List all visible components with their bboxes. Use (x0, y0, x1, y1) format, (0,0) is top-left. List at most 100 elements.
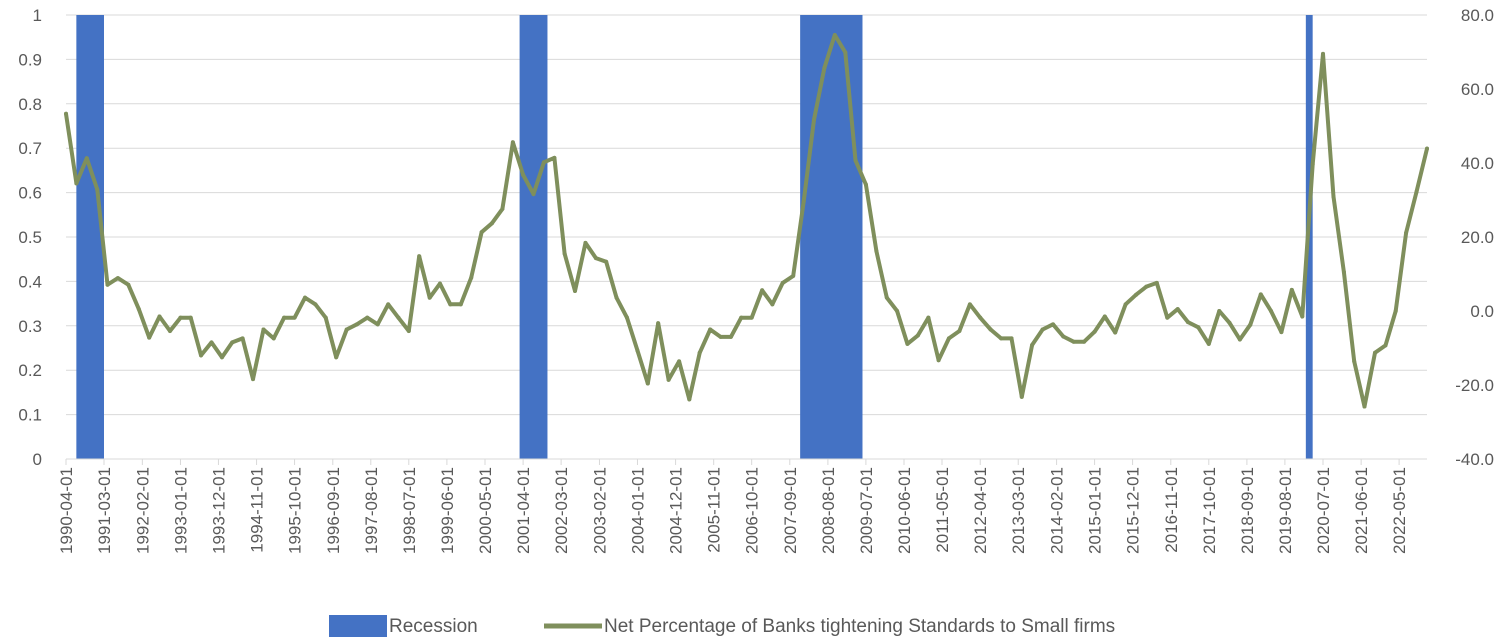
data-point (1425, 146, 1429, 151)
data-point (1393, 309, 1398, 313)
data-point (136, 307, 141, 312)
x-tick-label: 2003-02-01 (590, 467, 609, 554)
data-point (1331, 194, 1336, 199)
x-tick-label: 2014-02-01 (1048, 467, 1067, 554)
x-tick-label: 2007-09-01 (781, 467, 800, 554)
data-point (521, 172, 526, 177)
legend: Recession Net Percentage of Banks tighte… (329, 615, 1115, 637)
x-tick-label: 1994-11-01 (248, 467, 267, 553)
data-point (1009, 336, 1014, 341)
data-point (1269, 309, 1274, 313)
data-point (240, 336, 245, 341)
data-point (760, 288, 765, 293)
data-point (157, 314, 162, 319)
data-point (739, 315, 744, 320)
data-point (853, 158, 858, 163)
data-point (1217, 309, 1222, 313)
legend-label-recession: Recession (389, 616, 478, 637)
x-axis: 1990-04-01 1991-03-01 1992-02-01 1993-01-01… (57, 458, 1427, 554)
data-point (469, 275, 474, 280)
data-point (645, 381, 650, 386)
data-point (147, 335, 152, 340)
right-tick-label: 40.0 (1461, 154, 1494, 173)
data-point (188, 315, 193, 320)
data-point (354, 322, 359, 327)
data-point (552, 155, 557, 160)
data-point (303, 295, 308, 300)
data-point (219, 355, 224, 360)
data-point (1061, 334, 1066, 339)
data-point (510, 140, 515, 145)
recession-bar (519, 15, 548, 459)
data-point (1196, 325, 1201, 330)
data-point (500, 206, 505, 211)
left-tick-label: 0.6 (18, 184, 42, 203)
data-point (926, 315, 931, 320)
data-point (728, 334, 733, 339)
left-tick-label: 1 (33, 6, 42, 25)
x-tick-label: 2000-05-01 (476, 467, 495, 554)
data-point (1279, 330, 1284, 335)
x-tick-label: 2021-06-01 (1352, 467, 1371, 554)
data-point (126, 282, 131, 287)
data-point (1123, 302, 1128, 307)
data-point (344, 327, 349, 332)
x-tick-label: 2012-04-01 (971, 467, 990, 554)
data-point (271, 336, 276, 341)
x-tick-label: 2016-11-01 (1162, 467, 1181, 553)
legend-label-line: Net Percentage of Banks tightening Stand… (604, 616, 1115, 637)
data-point (988, 327, 993, 332)
data-point (572, 289, 577, 294)
data-point (677, 359, 682, 364)
x-tick-label: 2002-03-01 (552, 467, 571, 554)
data-point (780, 280, 785, 285)
data-point (915, 333, 920, 338)
data-point (832, 32, 837, 37)
data-point (531, 192, 536, 197)
data-point (323, 315, 328, 320)
data-point (1051, 322, 1056, 327)
data-point (105, 282, 110, 287)
x-tick-label: 1993-01-01 (171, 467, 190, 554)
data-point (489, 221, 494, 226)
x-tick-label: 2019-08-01 (1276, 467, 1295, 554)
x-tick-label: 2005-11-01 (705, 467, 724, 553)
data-point (593, 256, 598, 261)
data-point (230, 340, 235, 345)
data-point (406, 328, 411, 333)
data-point (583, 240, 588, 245)
data-point (365, 315, 370, 320)
data-point (1175, 307, 1180, 312)
data-point (427, 295, 432, 300)
left-tick-label: 0.5 (18, 228, 42, 247)
data-point (624, 315, 629, 320)
x-tick-label: 2010-06-01 (895, 467, 914, 554)
x-tick-label: 2017-10-01 (1200, 467, 1219, 554)
data-point (386, 302, 391, 307)
data-point (334, 355, 339, 360)
line-series (64, 32, 1429, 409)
data-point (1237, 337, 1242, 342)
right-tick-label: 20.0 (1461, 228, 1494, 247)
data-point (396, 315, 401, 320)
data-point (541, 160, 546, 165)
data-point (562, 251, 567, 256)
x-tick-label: 1997-08-01 (362, 467, 381, 554)
data-point (863, 182, 868, 187)
right-y-axis: -40.0 -20.0 0.0 20.0 40.0 60.0 80.0 (1455, 6, 1494, 469)
gridlines (66, 14, 1427, 460)
x-tick-label: 2022-05-01 (1390, 467, 1409, 554)
data-point (843, 50, 848, 55)
data-point (801, 199, 806, 204)
left-tick-label: 0.3 (18, 317, 42, 336)
data-point (1227, 320, 1232, 325)
data-point (1341, 270, 1346, 275)
data-point (1030, 343, 1035, 348)
data-point (458, 302, 463, 307)
x-tick-label: 2015-12-01 (1124, 467, 1143, 554)
x-tick-label: 2013-03-01 (1009, 467, 1028, 554)
data-point (895, 309, 900, 313)
data-point (697, 350, 702, 355)
data-point (1352, 359, 1357, 364)
